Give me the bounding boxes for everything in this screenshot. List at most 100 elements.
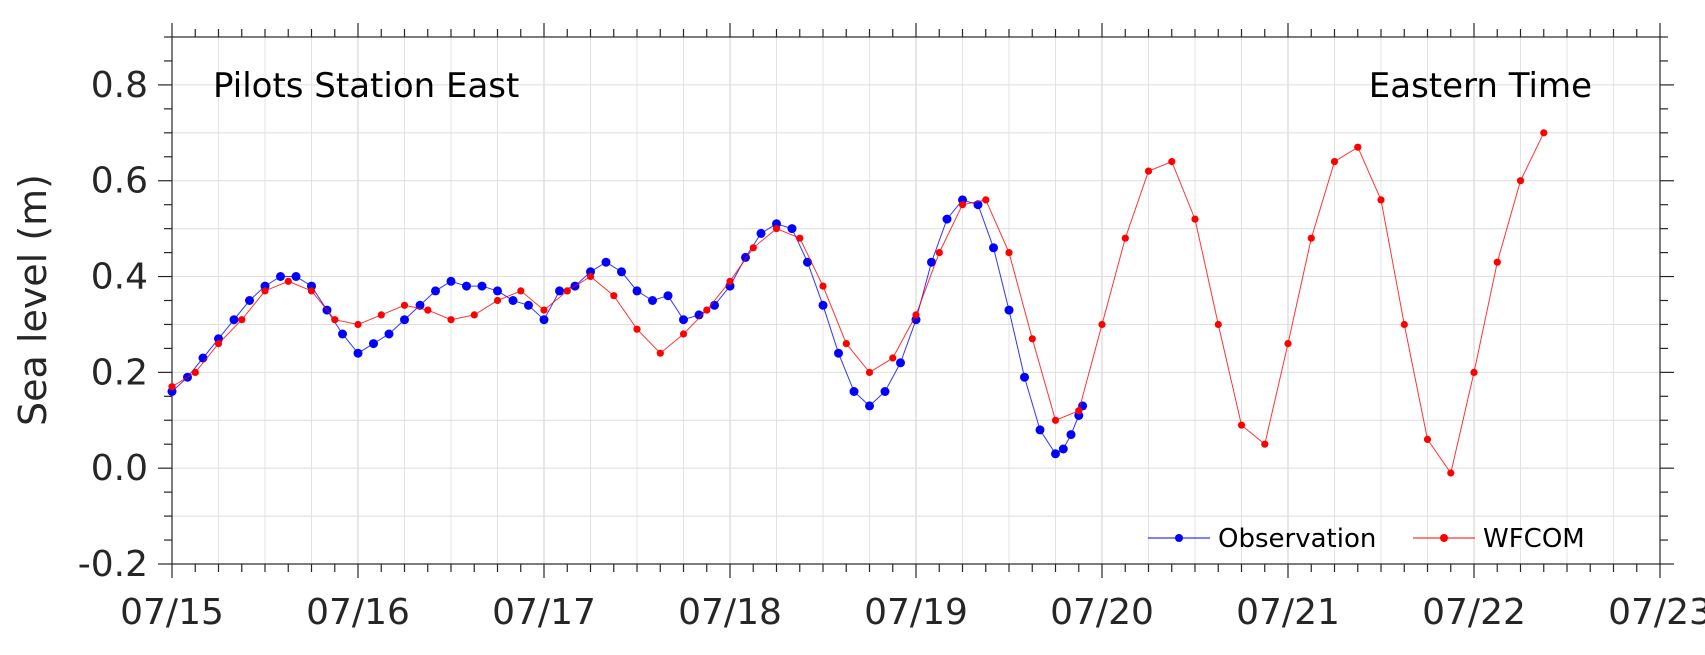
y-tick-labels: -0.2 0.0 0.2 0.4 0.6 0.8 bbox=[78, 65, 148, 585]
data-point-wfcom bbox=[284, 277, 292, 285]
data-point-wfcom bbox=[214, 340, 223, 348]
axis-ticks bbox=[158, 23, 1674, 578]
data-point-wfcom bbox=[1261, 440, 1269, 448]
data-point-wfcom bbox=[1377, 196, 1385, 204]
data-point-observation bbox=[229, 315, 239, 325]
x-tick-label: 07/23 bbox=[1608, 592, 1705, 633]
x-tick-label: 07/21 bbox=[1236, 592, 1340, 633]
x-tick-label: 07/22 bbox=[1422, 592, 1526, 633]
data-point-observation bbox=[245, 296, 254, 305]
data-point-wfcom bbox=[238, 316, 246, 324]
data-point-observation bbox=[338, 329, 347, 339]
data-point-observation bbox=[508, 296, 518, 305]
data-point-observation bbox=[369, 339, 378, 349]
data-point-wfcom bbox=[168, 383, 176, 391]
data-point-observation bbox=[756, 228, 766, 238]
legend-observation-label: Observation bbox=[1218, 524, 1376, 554]
y-tick-label: 0.6 bbox=[91, 161, 148, 202]
data-point-observation bbox=[601, 257, 611, 267]
data-point-observation bbox=[818, 300, 828, 310]
data-point-wfcom bbox=[749, 244, 757, 252]
legend-observation-marker bbox=[1175, 534, 1183, 542]
data-point-wfcom bbox=[656, 349, 664, 357]
data-point-wfcom bbox=[424, 306, 432, 314]
data-point-wfcom bbox=[400, 301, 409, 309]
y-tick-label: 0.4 bbox=[91, 257, 148, 298]
data-point-observation bbox=[896, 358, 905, 368]
data-point-wfcom bbox=[1400, 320, 1408, 329]
data-point-observation bbox=[291, 272, 301, 281]
data-point-observation bbox=[1035, 425, 1045, 435]
data-point-observation bbox=[524, 300, 533, 310]
data-point-observation bbox=[198, 353, 208, 363]
data-point-wfcom bbox=[1516, 177, 1525, 185]
data-point-observation bbox=[353, 348, 363, 358]
data-point-observation bbox=[555, 286, 564, 296]
data-point-wfcom bbox=[1447, 469, 1455, 477]
y-tick-label: 0.2 bbox=[91, 352, 148, 393]
data-point-observation bbox=[679, 315, 688, 325]
data-point-observation bbox=[1020, 372, 1029, 382]
data-point-wfcom bbox=[1098, 320, 1106, 329]
data-point-wfcom bbox=[842, 340, 850, 348]
data-point-observation bbox=[431, 286, 440, 296]
data-point-observation bbox=[663, 291, 673, 301]
data-point-observation bbox=[1058, 444, 1068, 454]
y-tick-label: 0.0 bbox=[91, 448, 148, 489]
legend-wfcom-marker bbox=[1440, 534, 1448, 542]
series-layer bbox=[167, 129, 1548, 477]
x-tick-label: 07/20 bbox=[1050, 592, 1154, 633]
data-point-observation bbox=[648, 296, 657, 305]
data-point-observation bbox=[849, 387, 859, 396]
data-point-observation bbox=[446, 276, 456, 286]
y-tick-label: -0.2 bbox=[78, 544, 148, 585]
data-point-wfcom bbox=[1005, 249, 1013, 257]
data-point-wfcom bbox=[610, 292, 618, 300]
data-point-observation bbox=[384, 329, 394, 339]
x-tick-label: 07/18 bbox=[678, 592, 782, 633]
data-point-wfcom bbox=[819, 282, 827, 290]
data-point-wfcom bbox=[796, 234, 804, 242]
data-point-observation bbox=[617, 267, 626, 277]
data-point-observation bbox=[834, 348, 843, 358]
data-point-wfcom bbox=[447, 316, 455, 324]
station-name: Pilots Station East bbox=[213, 66, 519, 106]
data-point-observation bbox=[539, 315, 549, 325]
data-point-wfcom bbox=[703, 306, 711, 314]
data-point-wfcom bbox=[865, 368, 874, 376]
data-point-observation bbox=[632, 286, 642, 296]
data-point-wfcom bbox=[726, 277, 734, 285]
data-point-wfcom bbox=[563, 287, 571, 295]
data-point-wfcom bbox=[1051, 416, 1060, 424]
data-point-observation bbox=[477, 281, 487, 291]
data-point-wfcom bbox=[261, 287, 269, 295]
data-point-wfcom bbox=[354, 320, 362, 329]
x-tick-label: 07/16 bbox=[306, 592, 410, 633]
data-point-wfcom bbox=[958, 201, 967, 209]
timezone-label: Eastern Time bbox=[1369, 66, 1592, 106]
data-point-wfcom bbox=[1423, 435, 1432, 443]
data-point-wfcom bbox=[1168, 158, 1176, 166]
data-point-wfcom bbox=[679, 330, 688, 338]
data-point-wfcom bbox=[633, 325, 641, 333]
data-point-wfcom bbox=[1237, 421, 1246, 429]
data-point-observation bbox=[710, 300, 719, 310]
data-point-observation bbox=[880, 387, 890, 396]
data-point-wfcom bbox=[912, 311, 920, 319]
data-point-wfcom bbox=[935, 249, 943, 257]
data-point-wfcom bbox=[191, 368, 199, 376]
data-point-wfcom bbox=[517, 287, 525, 295]
data-point-wfcom bbox=[1214, 320, 1222, 329]
data-point-wfcom bbox=[1307, 234, 1315, 242]
data-point-wfcom bbox=[1121, 234, 1129, 242]
data-point-observation bbox=[1051, 449, 1060, 459]
data-point-wfcom bbox=[331, 316, 339, 324]
data-point-observation bbox=[865, 401, 874, 411]
legend: Observation WFCOM bbox=[1148, 524, 1585, 554]
data-point-wfcom bbox=[377, 311, 385, 319]
data-point-wfcom bbox=[1028, 335, 1036, 343]
data-point-wfcom bbox=[772, 225, 781, 233]
data-point-wfcom bbox=[307, 287, 316, 295]
